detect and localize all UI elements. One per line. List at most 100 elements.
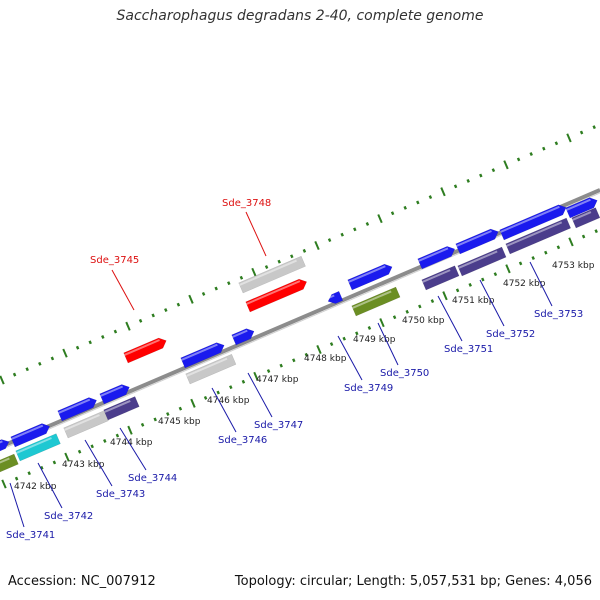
minor-tick bbox=[166, 412, 170, 417]
gene-arrow[interactable] bbox=[180, 342, 225, 369]
minor-tick bbox=[229, 385, 233, 390]
minor-tick bbox=[52, 460, 57, 465]
minor-tick bbox=[50, 356, 55, 361]
gene-label[interactable]: Sde_3747 bbox=[254, 420, 303, 431]
gene-block[interactable] bbox=[505, 217, 572, 255]
minor-tick bbox=[529, 152, 533, 156]
major-tick bbox=[316, 344, 322, 355]
major-tick bbox=[127, 425, 133, 435]
minor-tick bbox=[403, 205, 407, 210]
gene-arrow[interactable] bbox=[10, 423, 50, 448]
minor-tick bbox=[264, 265, 269, 269]
gene-arrow[interactable] bbox=[499, 204, 567, 241]
leader-line bbox=[479, 279, 505, 327]
gene-label[interactable]: Sde_3752 bbox=[486, 329, 535, 340]
gene-block[interactable] bbox=[571, 207, 600, 229]
minor-tick bbox=[302, 248, 307, 253]
major-tick bbox=[190, 398, 196, 408]
gene-arrow[interactable] bbox=[417, 246, 456, 270]
gene-arrow[interactable] bbox=[455, 228, 499, 255]
gene-block-other[interactable] bbox=[351, 286, 401, 317]
gene-gloss bbox=[456, 230, 492, 247]
kbp-label: 4745 kbp bbox=[158, 417, 201, 427]
minor-tick bbox=[153, 417, 157, 422]
minor-tick bbox=[216, 390, 220, 395]
minor-tick bbox=[290, 254, 294, 259]
major-tick bbox=[0, 375, 5, 385]
minor-tick bbox=[428, 195, 433, 200]
gene-gloss bbox=[104, 399, 131, 413]
backbone-line bbox=[0, 188, 600, 449]
gene-label[interactable]: Sde_3746 bbox=[218, 435, 267, 446]
leader-line bbox=[84, 439, 113, 487]
gene-block-hypothetical[interactable] bbox=[238, 255, 306, 294]
gene-arrow[interactable] bbox=[347, 263, 393, 291]
gene-arrow[interactable] bbox=[231, 328, 255, 346]
gene-block[interactable] bbox=[421, 265, 460, 291]
gene-block-hypothetical[interactable] bbox=[185, 353, 237, 385]
minor-tick bbox=[453, 184, 458, 189]
minor-tick bbox=[594, 229, 598, 234]
gene-gloss bbox=[186, 357, 228, 377]
gene-block-other[interactable] bbox=[0, 453, 19, 473]
major-tick bbox=[314, 240, 320, 251]
major-tick bbox=[505, 264, 511, 274]
major-tick bbox=[125, 321, 131, 331]
major-tick bbox=[253, 371, 259, 381]
gene-label[interactable]: Sde_3744 bbox=[128, 473, 177, 484]
minor-tick bbox=[481, 277, 485, 282]
minor-tick bbox=[40, 465, 44, 470]
minor-tick bbox=[101, 335, 105, 339]
gene-block[interactable] bbox=[457, 246, 507, 277]
minor-tick bbox=[556, 245, 561, 250]
minor-tick bbox=[115, 433, 120, 438]
minor-tick bbox=[164, 308, 168, 313]
minor-tick bbox=[214, 286, 218, 291]
leader-line bbox=[247, 372, 273, 418]
gene-gloss bbox=[232, 329, 248, 338]
gene-label[interactable]: Sde_3753 bbox=[534, 309, 583, 320]
gene-block-rna[interactable] bbox=[15, 433, 61, 462]
gene-gloss bbox=[181, 343, 218, 361]
kbp-label: 4742 kbp bbox=[14, 482, 57, 492]
gene-arrow[interactable] bbox=[99, 384, 130, 405]
gene-arrow[interactable] bbox=[57, 397, 97, 422]
minor-tick bbox=[279, 363, 283, 368]
kbp-label: 4747 kbp bbox=[256, 375, 299, 385]
gene-gloss bbox=[422, 269, 451, 283]
gene-arrow[interactable] bbox=[0, 439, 10, 452]
gene-arrow-highlight[interactable] bbox=[245, 278, 308, 313]
minor-tick bbox=[227, 281, 231, 286]
gene-gloss bbox=[572, 211, 592, 221]
gene-label[interactable]: Sde_3750 bbox=[380, 368, 429, 379]
gene-block[interactable] bbox=[103, 396, 140, 421]
gene-arrow-highlight[interactable] bbox=[123, 337, 167, 364]
gene-gloss bbox=[100, 385, 124, 397]
leader-line bbox=[245, 211, 267, 257]
gene-arrow[interactable] bbox=[327, 290, 344, 304]
kbp-label: 4753 kbp bbox=[552, 261, 595, 271]
minor-tick bbox=[491, 168, 496, 173]
gene-label[interactable]: Sde_3741 bbox=[6, 530, 55, 541]
minor-tick bbox=[342, 336, 346, 341]
gene-label[interactable]: Sde_3751 bbox=[444, 344, 493, 355]
gene-features[interactable] bbox=[0, 197, 600, 473]
gene-arrow[interactable] bbox=[565, 197, 598, 219]
gene-label[interactable]: Sde_3749 bbox=[344, 383, 393, 394]
gene-label[interactable]: Sde_3748 bbox=[222, 198, 271, 209]
minor-tick bbox=[390, 211, 395, 216]
leader-line bbox=[119, 427, 147, 471]
minor-tick bbox=[531, 256, 535, 260]
minor-tick bbox=[479, 173, 483, 178]
minor-tick bbox=[581, 234, 586, 239]
gene-label[interactable]: Sde_3745 bbox=[90, 255, 139, 266]
kbp-label: 4744 kbp bbox=[110, 438, 153, 448]
minor-tick bbox=[77, 449, 82, 454]
gene-gloss bbox=[326, 294, 335, 300]
gene-gloss bbox=[0, 457, 10, 464]
minor-tick bbox=[12, 372, 17, 377]
gene-label[interactable]: Sde_3742 bbox=[44, 511, 93, 522]
gene-label[interactable]: Sde_3743 bbox=[96, 489, 145, 500]
